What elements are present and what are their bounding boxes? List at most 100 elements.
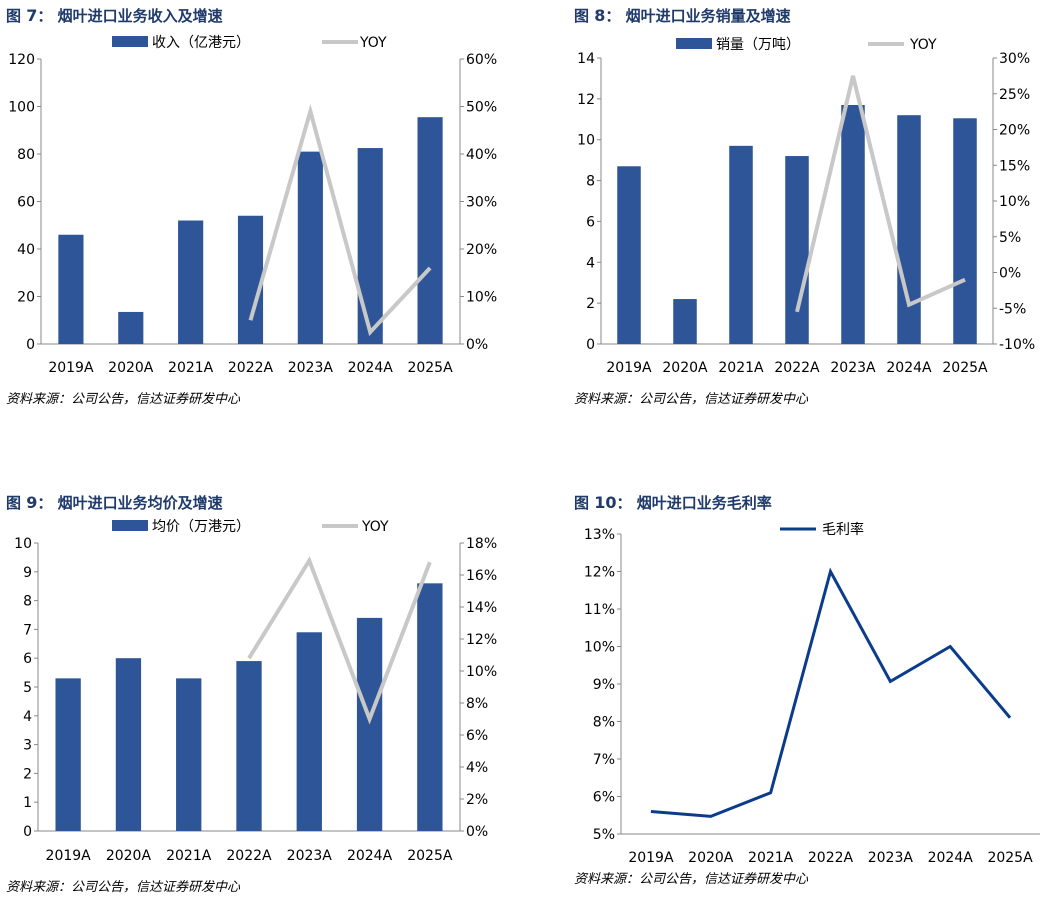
y-left-tick-label: 8 (586, 174, 595, 190)
y-left-tick-label: 7 (23, 622, 32, 638)
chart-9-source: 资料来源：公司公告，信达证券研发中心 (6, 880, 241, 895)
chart-10-title: 图 10： 烟叶进口业务毛利率 (574, 493, 772, 512)
y-right-tick-label: 14% (466, 600, 497, 616)
series-line (248, 103, 432, 337)
bar (58, 234, 84, 344)
legend-swatch-bar (112, 36, 148, 47)
chart-10-fig-label: 图 (574, 494, 590, 512)
y-left-tick-label: 8 (23, 594, 32, 610)
chart-10-fig-num: 10 (594, 493, 617, 512)
x-tick-label: 2025A (987, 850, 1033, 866)
y-right-tick-label: 20% (466, 242, 497, 258)
y-right-tick-label: 5% (999, 230, 1021, 246)
chart-10-source: 资料来源：公司公告，信达证券研发中心 (574, 872, 809, 887)
x-tick-label: 2023A (830, 360, 876, 376)
y-right-tick-label: 10% (466, 664, 497, 680)
y-left-tick-label: 6 (586, 214, 595, 230)
series-line (247, 556, 432, 725)
legend-label: 销量（万吨） (716, 37, 800, 53)
x-tick-label: 2021A (168, 360, 214, 376)
legend-label: YOY (361, 519, 389, 535)
chart-8-source: 资料来源：公司公告，信达证券研发中心 (574, 392, 809, 407)
chart-9: 0 1 2 3 4 5 6 7 8 9 10 0% 2% 4% 6% 8% 10% 12% 14% 16% 18% 201… (14, 519, 497, 864)
chart-9-title-text: 烟叶进口业务均价及增速 (57, 494, 223, 512)
chart-7-title-text: 烟叶进口业务收入及增速 (57, 7, 223, 25)
y-right-tick-label: 15% (999, 158, 1030, 174)
y-right-tick-label: -10% (999, 337, 1035, 353)
chart-10: 5% 6% 7% 8% 9% 10% 11% 12% 13% 2019A 2020A 2021A 202… (584, 521, 1040, 866)
bar (897, 115, 921, 344)
x-tick-label: 2024A (348, 360, 394, 376)
bar (236, 661, 262, 831)
y-left-tick-label: 6 (23, 651, 32, 667)
chart-9-fig-label: 图 (6, 494, 22, 512)
y-right-tick-label: 50% (466, 100, 497, 116)
y-left-tick-label: 10% (584, 640, 615, 656)
y-left-tick-label: 3 (23, 738, 32, 754)
x-tick-label: 2019A (628, 850, 674, 866)
chart-8-fig-num: 8 (594, 6, 606, 25)
y-left-tick-label: 8% (593, 715, 615, 731)
y-right-tick-label: 18% (466, 536, 497, 552)
chart-7-fig-num: 7 (26, 6, 38, 25)
x-tick-label: 2019A (48, 360, 94, 376)
y-left-tick-label: 10 (14, 536, 32, 552)
y-left-tick-label: 13% (584, 527, 615, 543)
bar (417, 117, 443, 344)
x-tick-label: 2025A (407, 848, 453, 864)
chart-8-fig-label: 图 (574, 7, 590, 25)
bar (297, 151, 323, 344)
bar (729, 145, 753, 344)
x-tick-label: 2024A (886, 360, 932, 376)
y-right-tick-label: 25% (999, 87, 1030, 103)
y-right-tick-label: 30% (999, 51, 1030, 67)
chart-9-title: 图 9： 烟叶进口业务均价及增速 (6, 493, 223, 512)
legend-label: YOY (909, 37, 937, 53)
legend-label: YOY (359, 35, 387, 51)
chart-7: 0 20 40 60 80 100 120 0% 10% 20% 30% 40% 50% 60% 2019A… (8, 35, 497, 376)
y-left-tick-label: 0 (26, 337, 35, 353)
legend-swatch-bar (676, 38, 712, 49)
x-tick-label: 2020A (108, 360, 154, 376)
x-tick-label: 2025A (942, 360, 988, 376)
bar (55, 678, 81, 831)
y-right-tick-label: 0% (466, 337, 488, 353)
y-left-tick-label: 4 (23, 709, 32, 725)
bar (178, 220, 204, 344)
y-left-tick-label: 60 (17, 195, 35, 211)
x-tick-label: 2019A (46, 848, 92, 864)
y-left-tick-label: 120 (8, 52, 35, 68)
legend-label: 毛利率 (822, 521, 864, 538)
bar (237, 215, 264, 344)
x-tick-label: 2019A (606, 360, 652, 376)
y-left-tick-label: 2 (23, 766, 32, 782)
y-left-tick-label: 2 (586, 296, 595, 312)
x-tick-label: 2024A (928, 850, 974, 866)
bar (617, 166, 641, 344)
chart-7-fig-label: 图 (6, 7, 22, 25)
y-right-tick-label: 4% (466, 760, 488, 776)
y-right-tick-label: 40% (466, 147, 497, 163)
bar (841, 104, 865, 344)
bar (118, 311, 144, 344)
x-tick-label: 2020A (106, 848, 152, 864)
y-left-tick-label: 40 (17, 242, 35, 258)
series-line (650, 567, 1012, 818)
y-left-tick-label: 4 (586, 255, 595, 271)
chart-9-fig-num: 9 (26, 493, 38, 512)
y-left-tick-label: 1 (23, 795, 32, 811)
y-left-tick-label: 9% (593, 677, 615, 693)
y-right-tick-label: 20% (999, 123, 1030, 139)
bar (357, 148, 383, 344)
y-left-tick-label: 100 (8, 100, 35, 116)
y-right-tick-label: 0% (999, 266, 1021, 282)
x-tick-label: 2020A (688, 850, 734, 866)
x-tick-label: 2020A (662, 360, 708, 376)
y-left-tick-label: 11% (584, 602, 615, 618)
bar (785, 156, 809, 344)
x-tick-label: 2021A (166, 848, 212, 864)
y-left-tick-label: 12% (584, 565, 615, 581)
x-tick-label: 2022A (774, 360, 820, 376)
chart-7-source: 资料来源：公司公告，信达证券研发中心 (6, 392, 241, 407)
y-right-tick-label: 2% (466, 792, 488, 808)
